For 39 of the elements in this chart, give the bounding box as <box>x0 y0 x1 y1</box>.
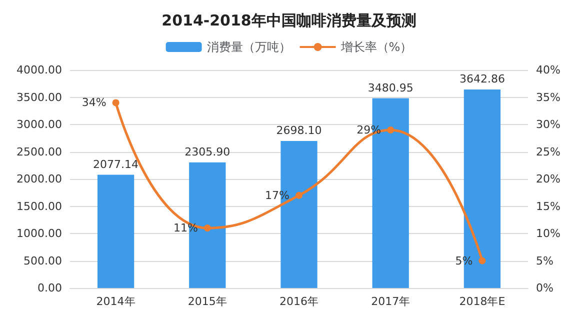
y2-tick-label: 20% <box>536 172 560 186</box>
y-tick-label: 2000.00 <box>16 172 62 186</box>
y-tick-label: 1500.00 <box>16 200 62 213</box>
legend-label: 消费量（万吨） <box>206 40 291 54</box>
y2-tick-label: 5% <box>536 254 554 268</box>
x-tick-label: 2015年 <box>188 295 227 308</box>
data-label: 2305.90 <box>184 145 230 158</box>
x-tick-label: 2016年 <box>280 295 318 308</box>
point <box>478 257 486 264</box>
y-tick-label: 1000.00 <box>16 227 62 240</box>
legend-label: 增长率（%） <box>340 40 412 54</box>
point <box>112 99 120 106</box>
bar <box>97 174 134 288</box>
data-label: 5% <box>455 254 473 268</box>
y2-tick-label: 10% <box>536 227 560 240</box>
y2-tick-label: 30% <box>536 118 560 131</box>
y2-tick-label: 35% <box>536 90 560 104</box>
y-tick-label: 4000.00 <box>16 64 62 76</box>
y-tick-label: 500.00 <box>24 254 62 268</box>
point <box>387 126 394 134</box>
x-tick-label: 2017年 <box>371 295 410 308</box>
data-label: 2077.14 <box>93 158 139 171</box>
data-label: 3480.95 <box>368 81 414 94</box>
data-label: 34% <box>82 96 106 110</box>
y2-tick-label: 40% <box>536 64 560 76</box>
y2-tick-label: 0% <box>536 282 554 294</box>
data-label: 2698.10 <box>276 124 322 137</box>
x-tick-label: 2018年E <box>459 295 506 308</box>
y2-tick-label: 25% <box>536 145 560 158</box>
chart-title: 2014-2018年中国咖啡消费量及预测 <box>162 12 416 30</box>
y2-tick-label: 15% <box>536 200 560 213</box>
y-tick-label: 2500.00 <box>16 145 62 158</box>
point <box>204 224 211 232</box>
x-tick-label: 2014年 <box>96 295 136 308</box>
y-tick-label: 0.00 <box>38 282 62 294</box>
y-tick-label: 3000.00 <box>16 118 62 131</box>
y-tick-label: 3500.00 <box>16 90 62 104</box>
point <box>296 192 302 199</box>
data-label: 3642.86 <box>459 72 505 86</box>
